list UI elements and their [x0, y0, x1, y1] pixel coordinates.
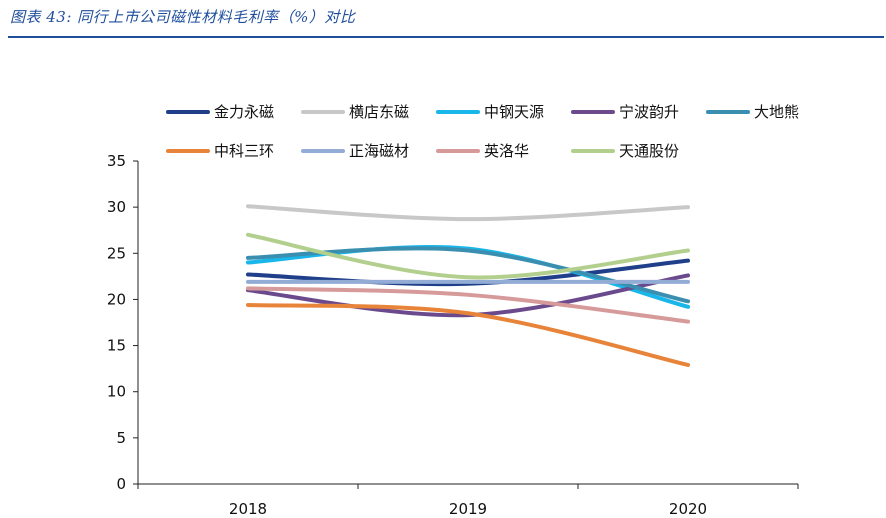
legend-label: 英洛华: [484, 142, 529, 160]
legend-label: 金力永磁: [214, 103, 274, 121]
series-line-6: [246, 302, 690, 367]
x-tick-label: 2018: [229, 500, 267, 518]
title-divider: [8, 36, 884, 38]
y-tick-label: 20: [107, 290, 126, 308]
x-tick-label: 2019: [449, 500, 487, 518]
y-tick-label: 25: [107, 244, 126, 262]
y-tick-label: 30: [107, 198, 126, 216]
series-line-9: [246, 232, 690, 280]
legend-label: 中钢天源: [484, 103, 544, 121]
series-line-8: [246, 286, 690, 324]
legend-label: 天通股份: [619, 142, 679, 160]
legend-label: 中科三环: [214, 142, 274, 160]
y-tick-label: 10: [107, 383, 126, 401]
legend-label: 大地熊: [754, 103, 799, 121]
y-tick-label: 15: [107, 337, 126, 355]
y-tick-label: 0: [116, 475, 126, 493]
figure-title: 图表 43: 同行上市公司磁性材料毛利率（%）对比: [10, 8, 356, 26]
series-line-5: [246, 246, 690, 304]
chart-axes: 0 5 10 15 20 25 30 35 2018 2019 2020: [107, 152, 799, 518]
legend-label: 横店东磁: [349, 103, 409, 121]
x-tick-label: 2020: [669, 500, 707, 518]
y-tick-label: 35: [107, 152, 126, 170]
legend-label: 正海磁材: [349, 142, 409, 160]
legend-label: 宁波韵升: [619, 103, 679, 121]
chart-series-lines: [246, 204, 690, 367]
series-line-2: [246, 204, 690, 222]
y-tick-label: 5: [116, 429, 126, 447]
